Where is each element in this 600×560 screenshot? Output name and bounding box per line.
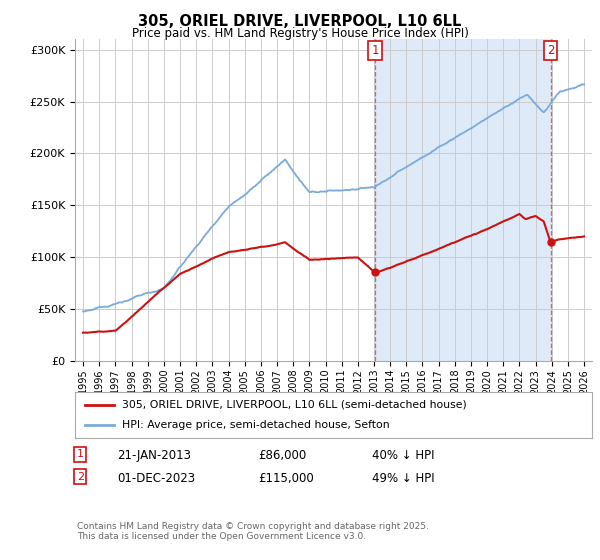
Text: HPI: Average price, semi-detached house, Sefton: HPI: Average price, semi-detached house,… [122,420,389,430]
Text: 21-JAN-2013: 21-JAN-2013 [117,449,191,462]
Text: 1: 1 [371,44,379,57]
Text: 305, ORIEL DRIVE, LIVERPOOL, L10 6LL (semi-detached house): 305, ORIEL DRIVE, LIVERPOOL, L10 6LL (se… [122,400,466,410]
Text: 01-DEC-2023: 01-DEC-2023 [117,472,195,484]
Text: £86,000: £86,000 [258,449,306,462]
Text: 2: 2 [77,472,84,482]
Text: Price paid vs. HM Land Registry's House Price Index (HPI): Price paid vs. HM Land Registry's House … [131,27,469,40]
Text: 49% ↓ HPI: 49% ↓ HPI [372,472,434,484]
Text: 2: 2 [547,44,554,57]
Text: £115,000: £115,000 [258,472,314,484]
Text: 1: 1 [77,449,84,459]
Text: Contains HM Land Registry data © Crown copyright and database right 2025.
This d: Contains HM Land Registry data © Crown c… [77,522,428,542]
Bar [375,39,551,361]
Text: 305, ORIEL DRIVE, LIVERPOOL, L10 6LL: 305, ORIEL DRIVE, LIVERPOOL, L10 6LL [139,14,461,29]
Text: 40% ↓ HPI: 40% ↓ HPI [372,449,434,462]
